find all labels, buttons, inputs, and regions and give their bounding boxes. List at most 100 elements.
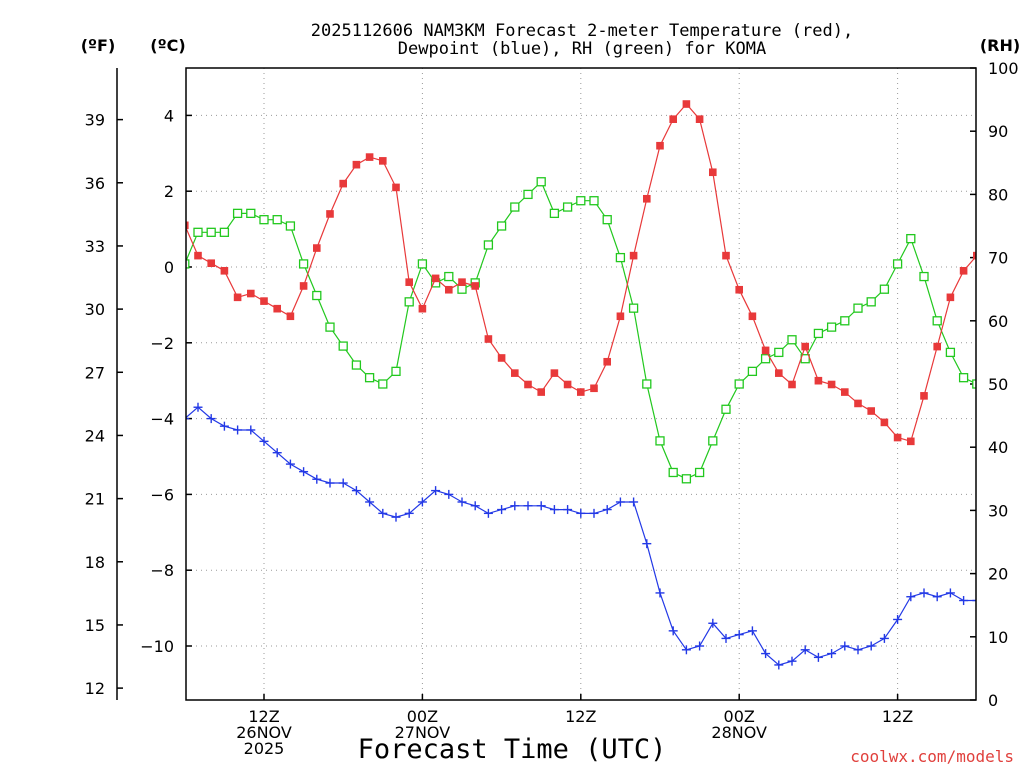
rh-point bbox=[879, 284, 890, 294]
rh-tick-label: 50 bbox=[988, 375, 1008, 394]
temperature-point bbox=[445, 285, 453, 294]
celsius-unit-label: (ºC) bbox=[150, 36, 185, 55]
rh-point bbox=[892, 259, 903, 269]
dewpoint-point bbox=[668, 626, 678, 636]
dewpoint-point bbox=[787, 656, 797, 666]
fahrenheit-tick-label: 21 bbox=[85, 490, 105, 509]
celsius-tick-label: −8 bbox=[150, 561, 174, 580]
rh-point bbox=[325, 322, 335, 332]
rh-point bbox=[826, 322, 837, 332]
dewpoint-point bbox=[959, 596, 969, 606]
rh-point bbox=[919, 271, 929, 282]
temperature-point bbox=[365, 153, 374, 161]
temperature-point bbox=[299, 282, 308, 290]
temperature-point bbox=[220, 266, 229, 275]
dewpoint-point bbox=[932, 592, 942, 602]
dewpoint-point bbox=[800, 645, 810, 655]
dewpoint-point bbox=[919, 588, 929, 598]
dewpoint-point bbox=[219, 421, 229, 431]
dewpoint-point bbox=[483, 508, 493, 518]
rh-point bbox=[246, 208, 256, 219]
dewpoint-point bbox=[840, 641, 850, 651]
rh-point bbox=[681, 474, 692, 484]
temperature-point bbox=[907, 437, 915, 446]
temperature-point bbox=[629, 251, 638, 260]
dewpoint-point bbox=[972, 599, 976, 602]
rh-point bbox=[298, 259, 309, 269]
time-tick-label: 12Z bbox=[248, 707, 279, 726]
dewpoint-point bbox=[615, 497, 625, 507]
rh-tick-label: 10 bbox=[988, 628, 1008, 647]
celsius-tick-label: 0 bbox=[164, 258, 174, 277]
dewpoint-point bbox=[312, 474, 322, 484]
rh-point bbox=[457, 284, 467, 294]
temperature-point bbox=[643, 194, 651, 203]
rh-point bbox=[774, 347, 784, 358]
temperature-point bbox=[379, 157, 387, 165]
temperature-point bbox=[511, 369, 519, 377]
rh-point bbox=[576, 196, 586, 206]
fahrenheit-tick-label: 27 bbox=[85, 363, 105, 382]
fahrenheit-tick-label: 18 bbox=[85, 553, 105, 572]
time-tick-label: 27NOV bbox=[395, 723, 451, 742]
temperature-point bbox=[682, 100, 691, 108]
dewpoint-point bbox=[774, 660, 784, 670]
temperature-point bbox=[761, 346, 770, 355]
series-line bbox=[186, 180, 976, 480]
dewpoint-point bbox=[906, 592, 916, 602]
rh-point bbox=[404, 297, 414, 307]
series-relative-humidity bbox=[186, 177, 976, 484]
dewpoint-point bbox=[576, 508, 586, 518]
rh-point bbox=[840, 316, 850, 326]
plot-frame bbox=[185, 67, 977, 701]
dewpoint-point bbox=[708, 618, 718, 628]
rh-point bbox=[760, 354, 771, 364]
rh-point bbox=[219, 227, 230, 237]
celsius-tick-label: −2 bbox=[150, 334, 174, 353]
rh-point bbox=[312, 290, 322, 301]
dewpoint-point bbox=[681, 645, 691, 655]
temperature-point bbox=[933, 342, 941, 351]
fahrenheit-tick-label: 15 bbox=[85, 616, 105, 635]
dewpoint-point bbox=[444, 489, 454, 499]
temperature-point bbox=[273, 304, 281, 313]
rh-point bbox=[628, 303, 639, 313]
rh-point bbox=[932, 316, 942, 326]
dewpoint-point bbox=[233, 425, 243, 435]
fahrenheit-tick-label: 30 bbox=[85, 300, 105, 319]
temperature-point bbox=[418, 304, 427, 313]
chart-title-line1: 2025112606 NAM3KM Forecast 2-meter Tempe… bbox=[311, 21, 853, 41]
temperature-point bbox=[537, 388, 545, 396]
rh-point bbox=[747, 366, 758, 377]
temperature-point bbox=[392, 183, 400, 192]
temperature-point bbox=[233, 293, 242, 302]
dewpoint-point bbox=[853, 645, 863, 655]
temperature-point bbox=[497, 354, 506, 362]
temperature-point bbox=[313, 244, 321, 252]
rh-point bbox=[285, 221, 296, 231]
dewpoint-point bbox=[655, 588, 665, 598]
rh-point bbox=[523, 189, 533, 200]
rh-point bbox=[417, 259, 428, 269]
temperature-point bbox=[880, 418, 889, 427]
dewpoint-point bbox=[186, 417, 190, 420]
rh-point bbox=[668, 467, 678, 478]
time-tick-label: 00Z bbox=[724, 707, 755, 726]
rh-point bbox=[232, 208, 243, 219]
rh-point bbox=[193, 227, 203, 237]
rh-point bbox=[562, 202, 573, 212]
rh-point bbox=[972, 379, 976, 389]
rh-point bbox=[866, 297, 876, 307]
rh-point bbox=[496, 221, 507, 231]
rh-tick-label: 20 bbox=[988, 565, 1008, 584]
dewpoint-point bbox=[510, 501, 520, 511]
rh-point bbox=[721, 404, 731, 414]
temperature-point bbox=[695, 115, 704, 123]
dewpoint-point bbox=[259, 436, 269, 446]
dewpoint-point bbox=[536, 501, 546, 511]
dewpoint-point bbox=[365, 497, 375, 507]
dewpoint-point bbox=[642, 539, 652, 549]
rh-point bbox=[602, 215, 612, 225]
celsius-tick-label: −6 bbox=[150, 485, 174, 504]
